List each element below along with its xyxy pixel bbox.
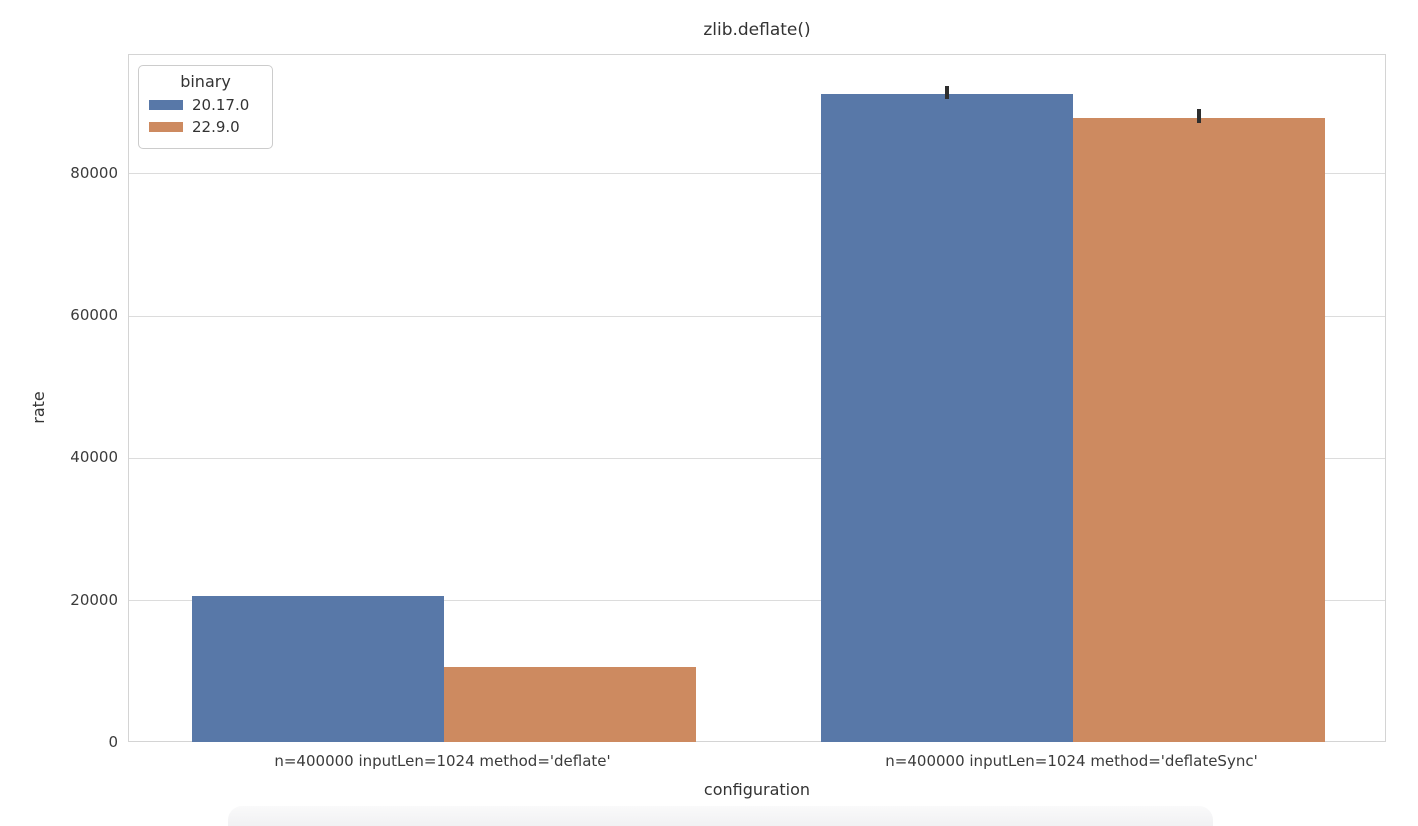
gridline [129,173,1385,175]
legend-entry: 22.9.0 [149,118,262,136]
y-tick-label: 80000 [70,163,118,182]
legend: binary 20.17.0 22.9.0 [138,65,273,149]
x-tick-label: n=400000 inputLen=1024 method='deflate' [274,752,611,770]
x-tick-label: n=400000 inputLen=1024 method='deflateSy… [885,752,1258,770]
legend-label: 20.17.0 [192,96,250,114]
plot-area [128,54,1386,742]
bar-22.9.0-category-2 [1072,117,1325,742]
x-axis-label: configuration [703,780,811,799]
y-axis-label: rate [28,391,48,424]
legend-entry: 20.17.0 [149,96,262,114]
gridline [129,457,1385,459]
y-tick-label: 40000 [70,448,118,467]
bar-20.17.0-category-1 [191,596,444,742]
error-bar [1196,109,1201,124]
gridline [129,315,1385,317]
legend-swatch-blue [149,100,183,110]
y-tick-label: 60000 [70,306,118,325]
y-tick-label: 0 [108,733,118,751]
legend-label: 22.9.0 [192,118,240,136]
legend-title: binary [180,72,231,91]
error-bar [944,85,949,100]
gridline [129,600,1385,602]
chart-title: zlib.deflate() [703,20,811,40]
bar-22.9.0-category-1 [443,666,696,742]
background-window-edge [228,806,1213,826]
legend-swatch-orange [149,122,183,132]
y-tick-label: 20000 [70,590,118,609]
bar-20.17.0-category-2 [820,94,1073,742]
